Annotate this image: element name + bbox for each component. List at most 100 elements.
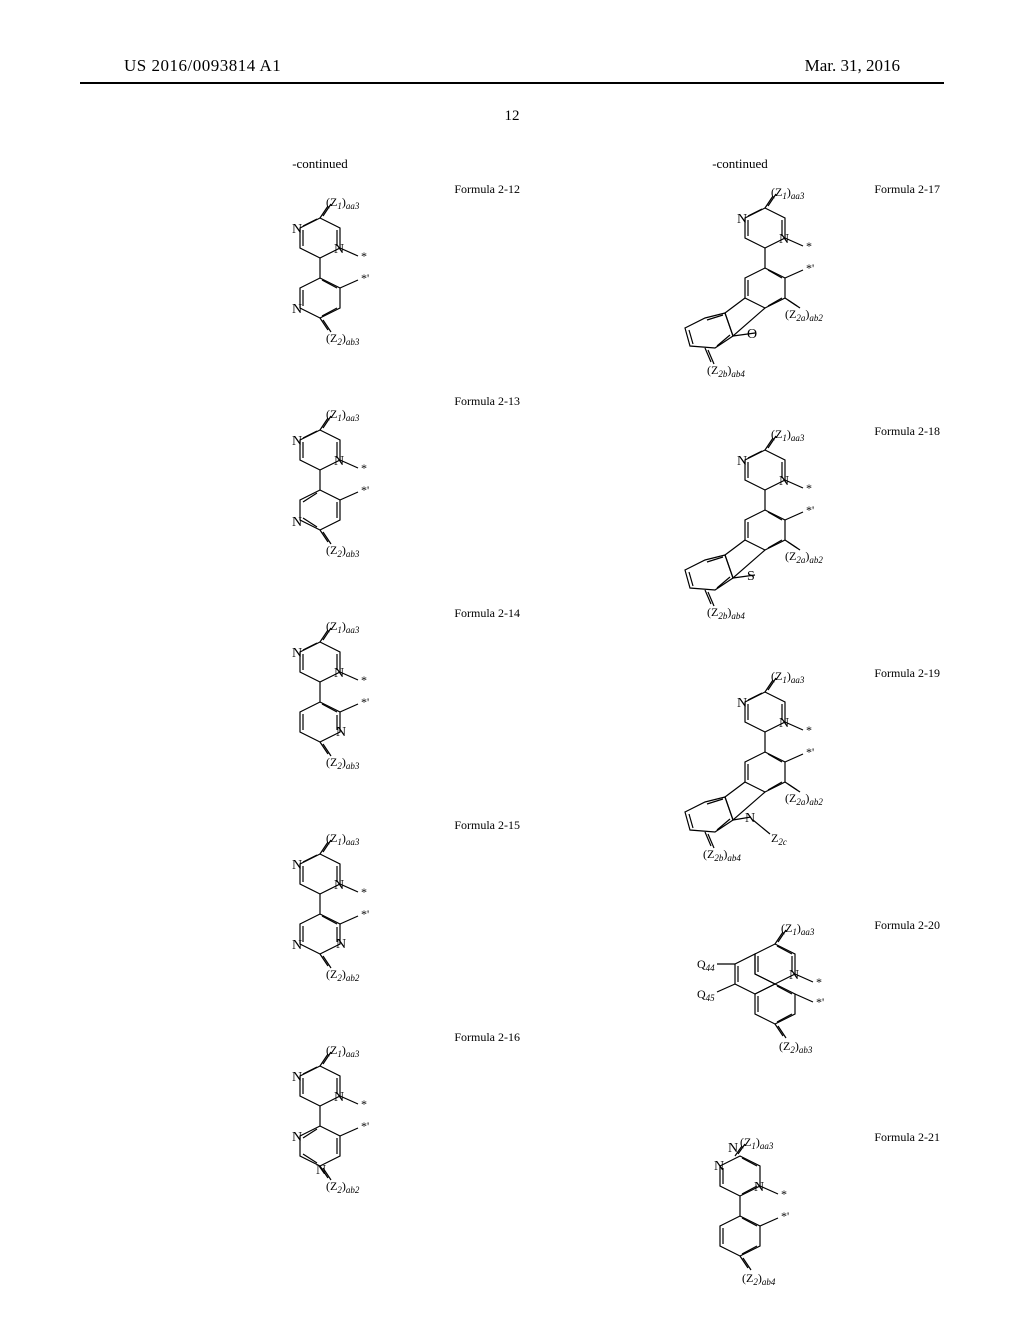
svg-text:N: N: [737, 212, 747, 227]
svg-text:*: *: [361, 1097, 367, 1111]
molecule-diagram: N N N N * *' (Z1)aa3 (Z2)ab2: [230, 1026, 410, 1226]
svg-text:N: N: [789, 968, 799, 983]
svg-text:*': *': [361, 907, 369, 921]
svg-text:N: N: [334, 1090, 344, 1105]
publication-date: Mar. 31, 2016: [805, 56, 900, 76]
formula-label: Formula 2-12: [454, 182, 520, 197]
sub-top: (Z1)aa3: [326, 195, 360, 211]
svg-text:(Z2a)ab2: (Z2a)ab2: [785, 791, 823, 807]
right-column: -continued Formula 2-17: [540, 156, 940, 1318]
page-number: 12: [0, 108, 1024, 125]
svg-text:(Z1)aa3: (Z1)aa3: [771, 185, 805, 201]
formula-label: Formula 2-20: [874, 918, 940, 933]
svg-text:(Z2)ab3: (Z2)ab3: [326, 543, 360, 559]
formula-label: Formula 2-17: [874, 182, 940, 197]
page-header: US 2016/0093814 A1 Mar. 31, 2016: [0, 56, 1024, 96]
svg-text:*: *: [361, 461, 367, 475]
svg-text:*': *': [361, 1119, 369, 1133]
molecule-diagram: N N N * *' (Z1)aa3 (Z2)ab3: [230, 602, 410, 802]
formula-2-19: Formula 2-19: [540, 662, 940, 902]
svg-text:N: N: [292, 858, 302, 873]
svg-text:N: N: [292, 1130, 302, 1145]
svg-text:*': *': [361, 271, 369, 285]
formula-2-21: Formula 2-21 N N: [540, 1126, 940, 1306]
molecule-diagram: N N N * *' (Z1)aa3 (Z2)ab3: [230, 178, 410, 378]
svg-text:N: N: [336, 725, 346, 740]
svg-text:(Z2a)ab2: (Z2a)ab2: [785, 307, 823, 323]
formula-label: Formula 2-18: [874, 424, 940, 439]
svg-text:N: N: [292, 646, 302, 661]
molecule-diagram: N N N * *' (Z1)aa3 (Z2)ab4: [650, 1126, 830, 1306]
svg-text:(Z2)ab3: (Z2)ab3: [779, 1039, 813, 1055]
svg-text:*: *: [816, 975, 822, 989]
svg-text:N: N: [334, 242, 344, 257]
formula-label: Formula 2-13: [454, 394, 520, 409]
svg-text:N: N: [292, 434, 302, 449]
formula-label: Formula 2-15: [454, 818, 520, 833]
formula-2-20: Formula 2-20: [540, 914, 940, 1114]
svg-text:(Z1)aa3: (Z1)aa3: [326, 1043, 360, 1059]
svg-text:(Z1)aa3: (Z1)aa3: [781, 921, 815, 937]
svg-text:N: N: [334, 878, 344, 893]
svg-text:*': *': [781, 1209, 789, 1223]
molecule-diagram: N N S * *' (Z1)aa3 (Z2a)ab2 (Z2b)ab4: [625, 420, 855, 650]
formula-2-15: Formula 2-15 N N N N: [120, 814, 520, 1014]
sub-bot: (Z2)ab3: [326, 331, 360, 347]
svg-text:N: N: [292, 938, 302, 953]
svg-text:*': *': [361, 483, 369, 497]
molecule-diagram: N N N * *' (Z1)aa3 (Z2)ab3: [230, 390, 410, 590]
svg-text:*: *: [806, 239, 812, 253]
svg-text:*: *: [806, 481, 812, 495]
svg-text:(Z1)aa3: (Z1)aa3: [771, 427, 805, 443]
molecule-diagram: N N N N * *' (Z1)aa3 (Z2)ab2: [230, 814, 410, 1014]
heteroatom: S: [747, 569, 755, 584]
formula-label: Formula 2-14: [454, 606, 520, 621]
molecule-diagram: N N N * *' (Z1)aa3 (Z2a)ab2 (Z2b)ab4 Z2c: [625, 662, 855, 902]
svg-text:(Z1)aa3: (Z1)aa3: [740, 1135, 774, 1151]
left-column: -continued Formula 2-12: [120, 156, 520, 1238]
svg-text:(Z2)ab2: (Z2)ab2: [326, 1179, 360, 1195]
svg-text:N: N: [779, 232, 789, 247]
formula-label: Formula 2-16: [454, 1030, 520, 1045]
formula-2-16: Formula 2-16 N N N N: [120, 1026, 520, 1226]
formula-2-18: Formula 2-18: [540, 420, 940, 650]
svg-text:(Z2)ab3: (Z2)ab3: [326, 755, 360, 771]
svg-text:(Z2a)ab2: (Z2a)ab2: [785, 549, 823, 565]
svg-text:N: N: [779, 716, 789, 731]
formula-2-14: Formula 2-14 N N N *: [120, 602, 520, 802]
svg-text:N: N: [737, 696, 747, 711]
svg-text:(Z1)aa3: (Z1)aa3: [326, 407, 360, 423]
formula-2-12: Formula 2-12: [120, 178, 520, 378]
svg-text:*: *: [781, 1187, 787, 1201]
svg-text:N: N: [728, 1141, 738, 1156]
svg-text:*': *': [816, 995, 824, 1009]
heteroatom: O: [747, 327, 757, 342]
svg-text:N: N: [292, 1070, 302, 1085]
svg-text:N: N: [754, 1180, 764, 1195]
continued-label: -continued: [120, 156, 520, 172]
svg-text:N: N: [292, 515, 302, 530]
molecule-diagram: N N O * *' (Z1)aa3 (Z2a)ab2 (Z2b)ab4: [625, 178, 855, 408]
header-divider: [80, 82, 944, 84]
svg-text:(Z1)aa3: (Z1)aa3: [326, 831, 360, 847]
svg-text:N: N: [336, 937, 346, 952]
extra-sub: Z2c: [771, 831, 787, 847]
svg-text:N: N: [737, 454, 747, 469]
formula-label: Formula 2-21: [874, 1130, 940, 1145]
svg-text:N: N: [292, 222, 302, 237]
molecule-diagram: N * *' Q44 Q45 (Z1)aa3 (Z2)ab3: [625, 914, 855, 1114]
q44: Q44: [697, 957, 715, 973]
svg-text:(Z2b)ab4: (Z2b)ab4: [707, 363, 745, 379]
svg-text:N: N: [292, 302, 302, 317]
svg-text:*: *: [806, 723, 812, 737]
continued-label: -continued: [540, 156, 940, 172]
svg-text:(Z1)aa3: (Z1)aa3: [326, 619, 360, 635]
svg-text:N: N: [316, 1163, 326, 1178]
svg-text:N: N: [334, 454, 344, 469]
svg-text:(Z2b)ab4: (Z2b)ab4: [703, 847, 741, 863]
svg-text:*: *: [361, 673, 367, 687]
svg-text:*': *': [361, 695, 369, 709]
heteroatom: N: [745, 811, 755, 826]
svg-text:(Z2b)ab4: (Z2b)ab4: [707, 605, 745, 621]
svg-text:*': *': [806, 745, 814, 759]
